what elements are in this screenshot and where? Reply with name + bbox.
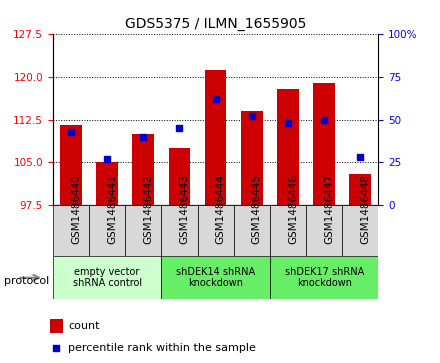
Point: [321, 117, 328, 123]
Text: GSM1486446: GSM1486446: [288, 174, 298, 244]
Bar: [349, 174, 371, 205]
Bar: [270, 256, 378, 299]
Text: shDEK17 shRNA
knockdown: shDEK17 shRNA knockdown: [285, 267, 364, 289]
Text: GSM1486442: GSM1486442: [143, 174, 153, 244]
Bar: [234, 205, 270, 256]
Text: GSM1486441: GSM1486441: [107, 174, 117, 244]
Point: [176, 125, 183, 131]
Bar: [132, 134, 154, 205]
Bar: [161, 256, 270, 299]
Bar: [306, 205, 342, 256]
Bar: [60, 126, 82, 205]
Point: [140, 134, 147, 140]
Point: [248, 114, 255, 119]
Text: percentile rank within the sample: percentile rank within the sample: [68, 343, 256, 352]
Text: GSM1486444: GSM1486444: [216, 174, 226, 244]
Text: shDEK14 shRNA
knockdown: shDEK14 shRNA knockdown: [176, 267, 255, 289]
Text: GSM1486440: GSM1486440: [71, 174, 81, 244]
Point: [212, 97, 219, 102]
Bar: [50, 319, 63, 333]
Bar: [96, 163, 118, 205]
Text: GSM1486445: GSM1486445: [252, 174, 262, 244]
Text: GSM1486448: GSM1486448: [360, 174, 370, 244]
Point: [103, 156, 110, 162]
Bar: [161, 205, 198, 256]
Point: [67, 129, 74, 135]
Text: GSM1486443: GSM1486443: [180, 174, 190, 244]
Text: GSM1486447: GSM1486447: [324, 174, 334, 244]
Bar: [53, 205, 89, 256]
Title: GDS5375 / ILMN_1655905: GDS5375 / ILMN_1655905: [125, 17, 306, 31]
Bar: [89, 205, 125, 256]
Bar: [53, 256, 161, 299]
Bar: [342, 205, 378, 256]
Bar: [169, 148, 190, 205]
Point: [284, 120, 291, 126]
Bar: [277, 89, 299, 205]
Text: protocol: protocol: [4, 276, 50, 286]
Point: [357, 154, 364, 160]
Text: empty vector
shRNA control: empty vector shRNA control: [73, 267, 142, 289]
Point: [52, 345, 59, 351]
Bar: [270, 205, 306, 256]
Bar: [198, 205, 234, 256]
Bar: [241, 111, 263, 205]
Bar: [313, 83, 335, 205]
Bar: [205, 70, 227, 205]
Text: count: count: [68, 321, 100, 331]
Bar: [125, 205, 161, 256]
